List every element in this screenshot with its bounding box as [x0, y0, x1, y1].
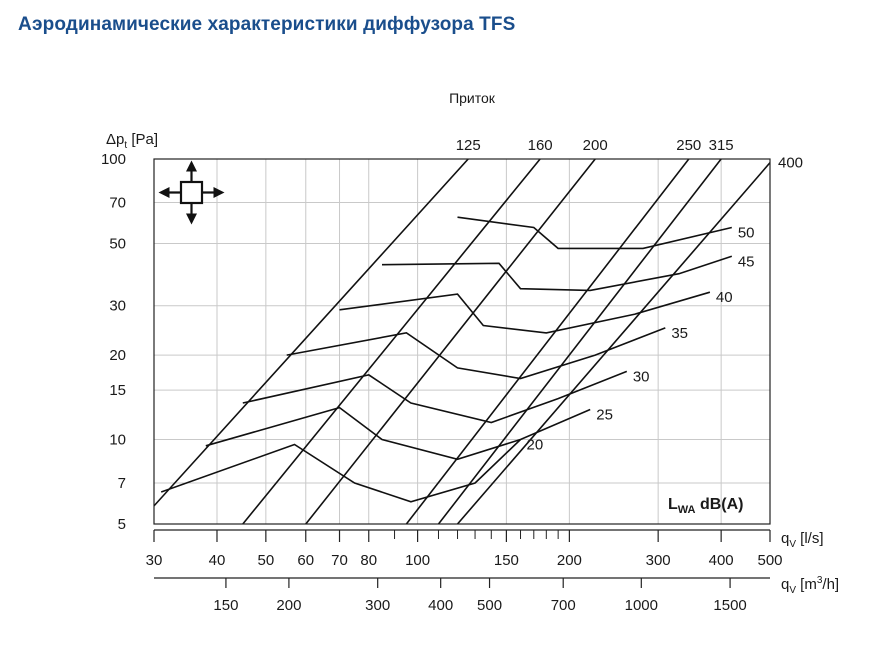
noise-curve-40	[339, 291, 711, 334]
noise-curve-30	[242, 370, 628, 424]
y-tick-label-15: 15	[109, 382, 126, 399]
y-tick-labels: 5 7 10 15 20 30 50 70 100	[101, 151, 126, 533]
y-tick-label-10: 10	[109, 432, 126, 449]
x2-axis-label-sup: 3	[817, 575, 823, 586]
y-axis-label-sub: t	[124, 140, 127, 151]
x-tick-label-30: 30	[146, 552, 163, 569]
noise-level-curves	[160, 216, 733, 503]
chart-subtitle: Приток	[449, 90, 496, 106]
noise-label-45: 45	[738, 253, 755, 270]
x2-axis-label-unit-end: /h]	[822, 576, 839, 593]
y-tick-label-100: 100	[101, 151, 126, 168]
y-tick-label-7: 7	[118, 475, 126, 492]
x-tick-label-400: 400	[709, 552, 734, 569]
y-tick-label-50: 50	[109, 235, 126, 252]
x2-axis-label-sub: V	[789, 585, 796, 596]
x-tick-label-100: 100	[405, 552, 430, 569]
noise-label-35: 35	[671, 325, 688, 342]
x2-axis-label-unit: [m	[796, 576, 817, 593]
duct-size-labels: 125 160 200 250 315 400	[456, 137, 803, 172]
x-tick-label-150: 150	[494, 552, 519, 569]
legend-box-sub: WA	[678, 504, 696, 516]
x2-axis-label: qV [m3/h]	[781, 575, 839, 596]
x-tick-label-200: 200	[557, 552, 582, 569]
x2-tick-label-150: 150	[213, 597, 238, 614]
noise-label-40: 40	[716, 289, 733, 306]
x2-axis-label-main: q	[781, 576, 789, 593]
noise-curve-25	[205, 406, 591, 461]
noise-label-25: 25	[596, 406, 613, 423]
noise-label-50: 50	[738, 224, 755, 241]
x-axis-label-unit: [l/s]	[796, 530, 824, 547]
duct-label-200: 200	[583, 137, 608, 154]
x-axis-label-main: q	[781, 530, 789, 547]
x-tick-label-500: 500	[757, 552, 782, 569]
x2-tick-label-200: 200	[276, 597, 301, 614]
noise-curve-35	[286, 327, 666, 380]
duct-size-lines	[154, 159, 770, 524]
y-axis-label: Δpt [Pa]	[106, 131, 158, 151]
icon-square	[179, 180, 204, 205]
x2-tick-label-400: 400	[428, 597, 453, 614]
duct-line-400	[456, 162, 770, 524]
noise-curve-20	[160, 438, 522, 503]
y-tick-label-5: 5	[118, 516, 126, 533]
x-tick-label-70: 70	[331, 552, 348, 569]
legend-box-main: L	[668, 496, 678, 513]
x-tick-label-50: 50	[258, 552, 275, 569]
noise-label-30: 30	[633, 368, 650, 385]
y-tick-label-30: 30	[109, 298, 126, 315]
x-axis: 30 40 50 60 70 80 100 150 200 300 400 500	[146, 529, 783, 569]
y-tick-label-20: 20	[109, 347, 126, 364]
x-axis-label: qV [l/s]	[781, 530, 824, 550]
x2-axis: 150 200 300 400 500 700 1000 1500	[154, 577, 770, 614]
duct-line-315	[437, 159, 722, 524]
noise-curve-45	[381, 255, 733, 292]
noise-curve-50	[457, 216, 732, 250]
x2-tick-label-700: 700	[551, 597, 576, 614]
duct-label-250: 250	[676, 137, 701, 154]
duct-label-315: 315	[709, 137, 734, 154]
y-axis-label-main: Δp	[106, 131, 124, 148]
x-tick-label-300: 300	[646, 552, 671, 569]
duct-line-125	[154, 159, 469, 507]
duct-label-400: 400	[778, 155, 803, 172]
x2-tick-label-1000: 1000	[625, 597, 658, 614]
x2-tick-label-1500: 1500	[713, 597, 746, 614]
legend-box-rest: dB(A)	[696, 496, 744, 513]
x2-tick-label-500: 500	[477, 597, 502, 614]
duct-label-125: 125	[456, 137, 481, 154]
y-axis-label-unit: [Pa]	[127, 131, 158, 148]
x-tick-label-60: 60	[297, 552, 314, 569]
noise-label-20: 20	[527, 437, 544, 454]
duct-line-200	[305, 159, 596, 524]
x2-tick-label-300: 300	[365, 597, 390, 614]
plot-frame	[153, 158, 771, 525]
duct-line-160	[242, 159, 541, 524]
x-tick-label-80: 80	[360, 552, 377, 569]
noise-level-labels: 20 25 30 35 40 45 50	[527, 224, 755, 453]
page-title: Аэродинамические характеристики диффузор…	[18, 14, 516, 35]
y-tick-label-70: 70	[109, 194, 126, 211]
x-tick-label-40: 40	[209, 552, 226, 569]
four-way-arrows-icon	[158, 160, 225, 225]
legend-box: LWA dB(A)	[668, 496, 744, 516]
duct-line-250	[405, 159, 690, 524]
duct-label-160: 160	[528, 137, 553, 154]
x-axis-label-sub: V	[789, 539, 796, 550]
